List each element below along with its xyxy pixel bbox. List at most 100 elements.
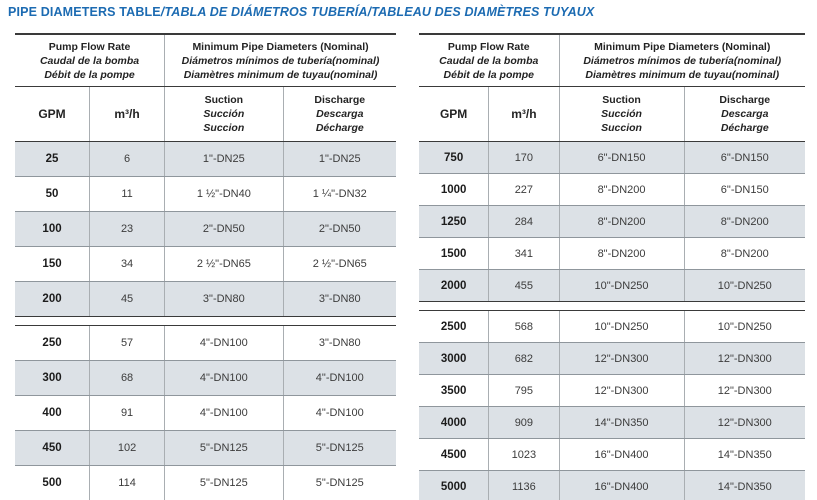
table-rows-lower: 250 57 4"-DN100 3"-DN80 300 68 4"-DN100 4"-DN10… bbox=[15, 326, 396, 500]
cell-discharge: 10"-DN250 bbox=[717, 279, 772, 292]
cell-m3h: 114 bbox=[90, 466, 166, 500]
header-gpm-label: GPM bbox=[439, 107, 468, 122]
header-line: Débit de la pompe bbox=[443, 69, 534, 82]
cell-suction: 2 ½"-DN65 bbox=[165, 247, 284, 282]
cell-suction: 16"-DN400 bbox=[560, 439, 685, 471]
table-row: 5000 1136 16"-DN400 14"-DN350 bbox=[419, 470, 805, 500]
header-pump-flow-rate: Pump Flow Rate Caudal de la bomba Débit … bbox=[419, 35, 560, 87]
table-row: 3000 682 12"-DN300 12"-DN300 bbox=[419, 342, 805, 375]
cell-suction: 3"-DN80 bbox=[165, 282, 284, 317]
header-suction: Suction Succión Succion bbox=[165, 87, 284, 142]
cell-gpm: 25 bbox=[15, 142, 91, 177]
cell-gpm: 400 bbox=[15, 396, 91, 431]
cell-suction: 6"-DN150 bbox=[560, 142, 685, 174]
cell-suction: 5"-DN125 bbox=[165, 466, 284, 500]
table-row: 1500 341 8"-DN200 8"-DN200 bbox=[419, 237, 805, 270]
header-discharge: Discharge Descarga Décharge bbox=[685, 87, 805, 141]
table-header-groups: Pump Flow Rate Caudal de la bomba Débit … bbox=[15, 35, 396, 88]
cell-m3h: 1023 bbox=[489, 439, 560, 471]
cell-gpm: 200 bbox=[15, 282, 91, 317]
cell-gpm: 1250 bbox=[419, 206, 490, 238]
cell-m3h: 34 bbox=[90, 247, 166, 282]
cell-suction: 8"-DN200 bbox=[560, 206, 685, 238]
cell-suction: 2"-DN50 bbox=[165, 212, 284, 247]
cell-discharge: 4"-DN100 bbox=[315, 407, 364, 420]
table-row: 450 102 5"-DN125 5"-DN125 bbox=[15, 430, 396, 466]
table-header-groups: Pump Flow Rate Caudal de la bomba Débit … bbox=[419, 35, 805, 88]
table-row: 2500 568 10"-DN250 10"-DN250 bbox=[419, 311, 805, 343]
cell-discharge: 3"-DN80 bbox=[318, 293, 361, 306]
header-line: Diamètres minimum de tuyau(nominal) bbox=[183, 69, 378, 82]
cell-m3h: 455 bbox=[489, 270, 560, 302]
table-row: 750 170 6"-DN150 6"-DN150 bbox=[419, 142, 805, 174]
cell-discharge: 2 ½"-DN65 bbox=[312, 258, 367, 271]
table-row: 400 91 4"-DN100 4"-DN100 bbox=[15, 395, 396, 431]
header-line: Caudal de la bomba bbox=[39, 55, 140, 68]
header-line: Minimum Pipe Diameters (Nominal) bbox=[192, 41, 369, 53]
cell-m3h: 11 bbox=[90, 177, 166, 212]
cell-m3h: 45 bbox=[90, 282, 166, 317]
table-row: 150 34 2 ½"-DN65 2 ½"-DN65 bbox=[15, 246, 396, 282]
table-header-columns: GPM m³/h Suction Succión Succion Dischar… bbox=[419, 87, 805, 143]
cell-discharge: 14"-DN350 bbox=[717, 480, 772, 493]
cell-gpm: 500 bbox=[15, 466, 91, 500]
header-m3h: m³/h bbox=[489, 87, 560, 142]
table-row: 3500 795 12"-DN300 12"-DN300 bbox=[419, 374, 805, 407]
header-line: Décharge bbox=[720, 122, 769, 135]
header-m3h-label: m³/h bbox=[511, 107, 537, 122]
cell-m3h: 227 bbox=[489, 174, 560, 206]
cell-gpm: 150 bbox=[15, 247, 91, 282]
cell-suction: 1"-DN25 bbox=[165, 142, 284, 177]
cell-discharge: 6"-DN150 bbox=[720, 183, 769, 196]
header-line: Diamètres minimum de tuyau(nominal) bbox=[585, 69, 780, 82]
cell-discharge: 1"-DN25 bbox=[318, 153, 361, 166]
cell-gpm: 1000 bbox=[419, 174, 490, 206]
cell-suction: 4"-DN100 bbox=[165, 361, 284, 396]
cell-m3h: 102 bbox=[90, 431, 166, 466]
pipe-table-low-flow: Pump Flow Rate Caudal de la bomba Débit … bbox=[15, 33, 396, 500]
cell-gpm: 750 bbox=[419, 142, 490, 174]
cell-discharge: 12"-DN300 bbox=[717, 416, 772, 429]
header-line: Pump Flow Rate bbox=[447, 41, 530, 53]
header-pump-flow-rate: Pump Flow Rate Caudal de la bomba Débit … bbox=[15, 35, 166, 87]
table-header-columns: GPM m³/h Suction Succión Succion Dischar… bbox=[15, 87, 396, 143]
cell-gpm: 2500 bbox=[419, 311, 490, 343]
header-min-pipe-diameters: Minimum Pipe Diameters (Nominal) Diámetr… bbox=[165, 35, 396, 86]
header-line: Succion bbox=[203, 122, 245, 135]
cell-m3h: 341 bbox=[489, 238, 560, 270]
cell-discharge: 10"-DN250 bbox=[717, 320, 772, 333]
cell-suction: 10"-DN250 bbox=[560, 270, 685, 302]
header-line: Succión bbox=[203, 108, 245, 121]
table-row: 100 23 2"-DN50 2"-DN50 bbox=[15, 211, 396, 247]
header-line: Diámetros mínimos de tubería(nominal) bbox=[181, 55, 380, 68]
table-section-upper: Pump Flow Rate Caudal de la bomba Débit … bbox=[419, 33, 805, 303]
cell-m3h: 6 bbox=[90, 142, 166, 177]
cell-gpm: 3000 bbox=[419, 343, 490, 375]
header-line: Suction bbox=[602, 94, 641, 107]
header-line: Suction bbox=[204, 94, 244, 107]
cell-gpm: 100 bbox=[15, 212, 91, 247]
header-min-pipe-diameters: Minimum Pipe Diameters (Nominal) Diámetr… bbox=[560, 35, 805, 86]
table-row: 50 11 1 ½"-DN40 1 ¼"-DN32 bbox=[15, 176, 396, 212]
cell-m3h: 57 bbox=[90, 326, 166, 361]
header-m3h: m³/h bbox=[90, 87, 166, 142]
cell-discharge: 1 ¼"-DN32 bbox=[312, 188, 367, 201]
table-row: 200 45 3"-DN80 3"-DN80 bbox=[15, 281, 396, 317]
cell-m3h: 1136 bbox=[489, 471, 560, 500]
table-row: 500 114 5"-DN125 5"-DN125 bbox=[15, 465, 396, 500]
cell-m3h: 68 bbox=[90, 361, 166, 396]
cell-gpm: 3500 bbox=[419, 375, 490, 407]
cell-m3h: 23 bbox=[90, 212, 166, 247]
table-row: 1250 284 8"-DN200 8"-DN200 bbox=[419, 205, 805, 238]
header-discharge: Discharge Descarga Décharge bbox=[284, 87, 396, 141]
cell-discharge: 8"-DN200 bbox=[720, 247, 769, 260]
cell-discharge: 12"-DN300 bbox=[717, 384, 772, 397]
cell-suction: 14"-DN350 bbox=[560, 407, 685, 439]
header-gpm: GPM bbox=[15, 87, 91, 142]
cell-m3h: 170 bbox=[489, 142, 560, 174]
cell-suction: 4"-DN100 bbox=[165, 396, 284, 431]
table-section-upper: Pump Flow Rate Caudal de la bomba Débit … bbox=[15, 33, 396, 318]
header-gpm-label: GPM bbox=[38, 107, 66, 122]
cell-gpm: 50 bbox=[15, 177, 91, 212]
table-row: 300 68 4"-DN100 4"-DN100 bbox=[15, 360, 396, 396]
